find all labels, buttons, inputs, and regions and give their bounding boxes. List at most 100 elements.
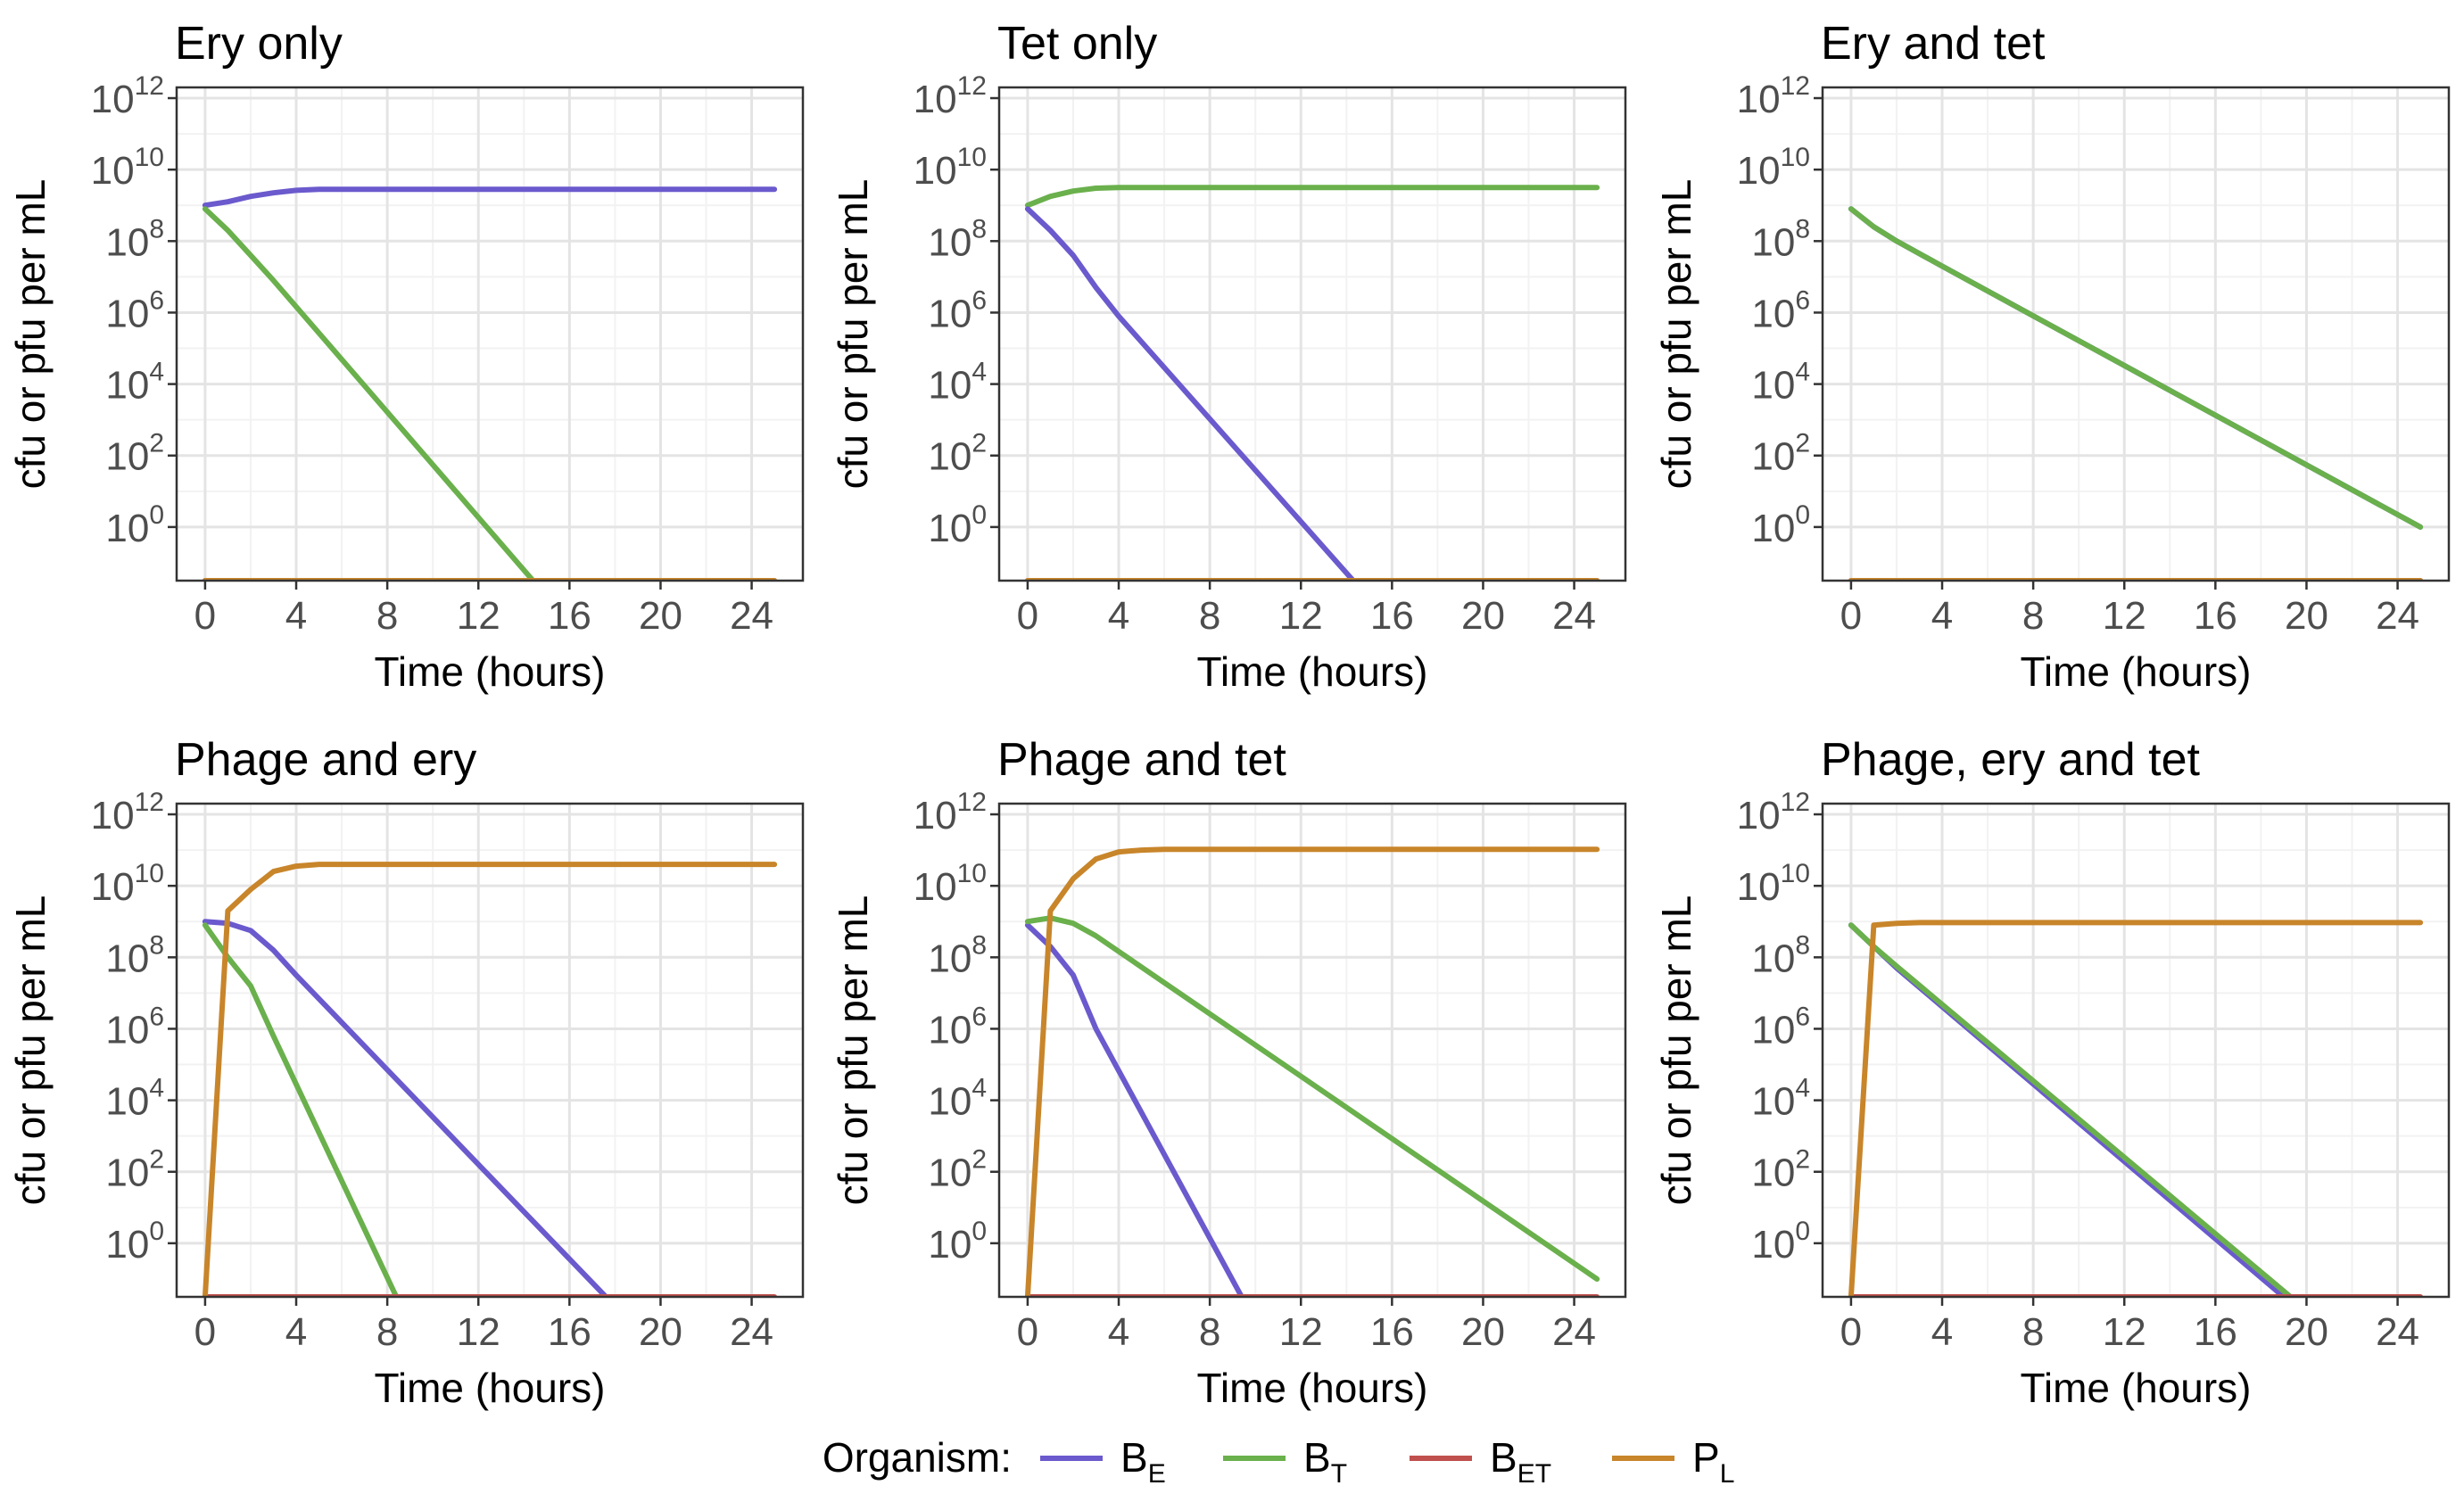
- y-tick-label: 104: [928, 1074, 987, 1124]
- y-tick-label: 1010: [914, 143, 987, 193]
- x-tick-label: 8: [1199, 594, 1220, 638]
- y-tick-label: 106: [105, 285, 164, 335]
- panel-title: Phage, ery and tet: [1821, 734, 2201, 786]
- x-tick-label: 4: [1108, 594, 1129, 638]
- y-tick-label: 106: [1751, 1002, 1810, 1052]
- x-axis-label: Time (hours): [375, 1365, 606, 1411]
- plot-area: [1823, 87, 2449, 581]
- x-tick-label: 20: [2285, 1310, 2328, 1354]
- x-tick-label: 16: [548, 1310, 591, 1354]
- y-tick-label: 106: [928, 1002, 987, 1052]
- series-line-BE: [1024, 206, 1356, 581]
- x-axis-label: Time (hours): [375, 648, 606, 695]
- y-tick-label: 102: [928, 1145, 987, 1195]
- y-tick-label: 102: [928, 429, 987, 479]
- y-tick-label: 1012: [91, 71, 164, 121]
- y-axis-label: cfu or pfu per mL: [1653, 895, 1699, 1206]
- x-tick-label: 4: [1931, 1310, 1953, 1354]
- x-tick-label: 8: [2022, 1310, 2044, 1354]
- x-tick-label: 8: [376, 594, 398, 638]
- series-line-BT: [202, 206, 536, 581]
- x-tick-label: 20: [1461, 1310, 1505, 1354]
- x-axis-label: Time (hours): [2021, 648, 2252, 695]
- x-tick-label: 0: [1840, 594, 1862, 638]
- x-axis-label: Time (hours): [2021, 1365, 2252, 1411]
- y-tick-label: 1010: [1737, 143, 1810, 193]
- x-tick-label: 16: [2194, 594, 2237, 638]
- series-group: [202, 186, 778, 581]
- legend-entry-PL: PL: [1612, 1434, 1734, 1489]
- x-tick-label: 16: [2194, 1310, 2237, 1354]
- panel-title: Phage and ery: [175, 734, 476, 786]
- y-tick-label: 1012: [914, 788, 987, 838]
- series-line-PL: [1024, 846, 1600, 1297]
- series-line-BE: [202, 186, 778, 209]
- y-tick-label: 108: [928, 214, 987, 264]
- x-tick-label: 8: [2022, 594, 2044, 638]
- y-tick-label: 108: [1751, 930, 1810, 980]
- y-tick-label: 100: [105, 1217, 164, 1267]
- x-tick-label: 20: [639, 594, 682, 638]
- y-tick-label: 108: [105, 930, 164, 980]
- legend-label: PL: [1692, 1434, 1734, 1489]
- legend: Organism: BE BT BET PL: [823, 1434, 1735, 1489]
- y-tick-label: 104: [105, 358, 164, 408]
- y-tick-label: 100: [105, 500, 164, 550]
- x-tick-label: 12: [1279, 1310, 1323, 1354]
- x-tick-label: 0: [1017, 1310, 1038, 1354]
- y-tick-label: 1010: [91, 143, 164, 193]
- y-tick-label: 108: [1751, 214, 1810, 264]
- panel-5: Phage and tet 0 4 8 12 16 20 24 100 102 104 106 108 1…: [830, 734, 1627, 1411]
- panels: Ery only 0 4 8 12 16 20 24 100 102 104 106 108 1010 10…: [7, 18, 2451, 1411]
- x-tick-label: 20: [2285, 594, 2328, 638]
- y-tick-label: 1012: [1737, 71, 1810, 121]
- panel-border: [175, 86, 805, 582]
- x-tick-label: 8: [1199, 1310, 1220, 1354]
- y-axis-label: cfu or pfu per mL: [1653, 179, 1699, 490]
- y-tick-label: 100: [928, 1217, 987, 1267]
- legend-label: BE: [1120, 1434, 1166, 1489]
- series-line-BE: [1024, 922, 1244, 1297]
- x-tick-label: 24: [2376, 1310, 2419, 1354]
- series-group: [202, 862, 778, 1297]
- legend-label: BET: [1490, 1434, 1551, 1489]
- y-tick-label: 108: [928, 930, 987, 980]
- y-tick-label: 102: [105, 429, 164, 479]
- plot-area: [999, 804, 1625, 1297]
- panel-title: Ery only: [175, 18, 343, 70]
- x-tick-label: 12: [2103, 594, 2146, 638]
- y-tick-label: 104: [105, 1074, 164, 1124]
- series-line-BT: [1848, 206, 2424, 530]
- panel-3: Ery and tet 0 4 8 12 16 20 24 100 102 104 106 108 101…: [1653, 18, 2451, 695]
- x-tick-label: 16: [548, 594, 591, 638]
- y-tick-label: 104: [1751, 358, 1810, 408]
- plot-area: [999, 87, 1625, 581]
- y-tick-label: 106: [105, 1002, 164, 1052]
- y-tick-label: 1010: [914, 859, 987, 909]
- x-axis-label: Time (hours): [1197, 648, 1428, 695]
- x-tick-label: 24: [730, 1310, 773, 1354]
- series-group: [1024, 185, 1600, 581]
- panel-2: Tet only 0 4 8 12 16 20 24 100 102 104 106 108 1010 10…: [830, 18, 1627, 695]
- x-tick-label: 0: [194, 594, 216, 638]
- x-tick-label: 0: [1840, 1310, 1862, 1354]
- y-tick-label: 1012: [1737, 788, 1810, 838]
- x-tick-label: 8: [376, 1310, 398, 1354]
- x-axis-label: Time (hours): [1197, 1365, 1428, 1411]
- series-line-BT: [202, 922, 400, 1297]
- x-tick-label: 20: [1461, 594, 1505, 638]
- y-tick-label: 108: [105, 214, 164, 264]
- x-tick-label: 0: [1017, 594, 1038, 638]
- x-tick-label: 12: [1279, 594, 1323, 638]
- panel-title: Phage and tet: [997, 734, 1286, 786]
- x-tick-label: 12: [457, 594, 500, 638]
- x-tick-label: 24: [1552, 594, 1596, 638]
- legend-title: Organism:: [823, 1434, 1012, 1481]
- series-line-PL: [202, 862, 778, 1297]
- panel-title: Ery and tet: [1821, 18, 2046, 70]
- y-tick-label: 100: [1751, 1217, 1810, 1267]
- series-line-BT: [1024, 185, 1600, 209]
- legend-label: BT: [1303, 1434, 1347, 1489]
- panel-1: Ery only 0 4 8 12 16 20 24 100 102 104 106 108 1010 10…: [7, 18, 805, 695]
